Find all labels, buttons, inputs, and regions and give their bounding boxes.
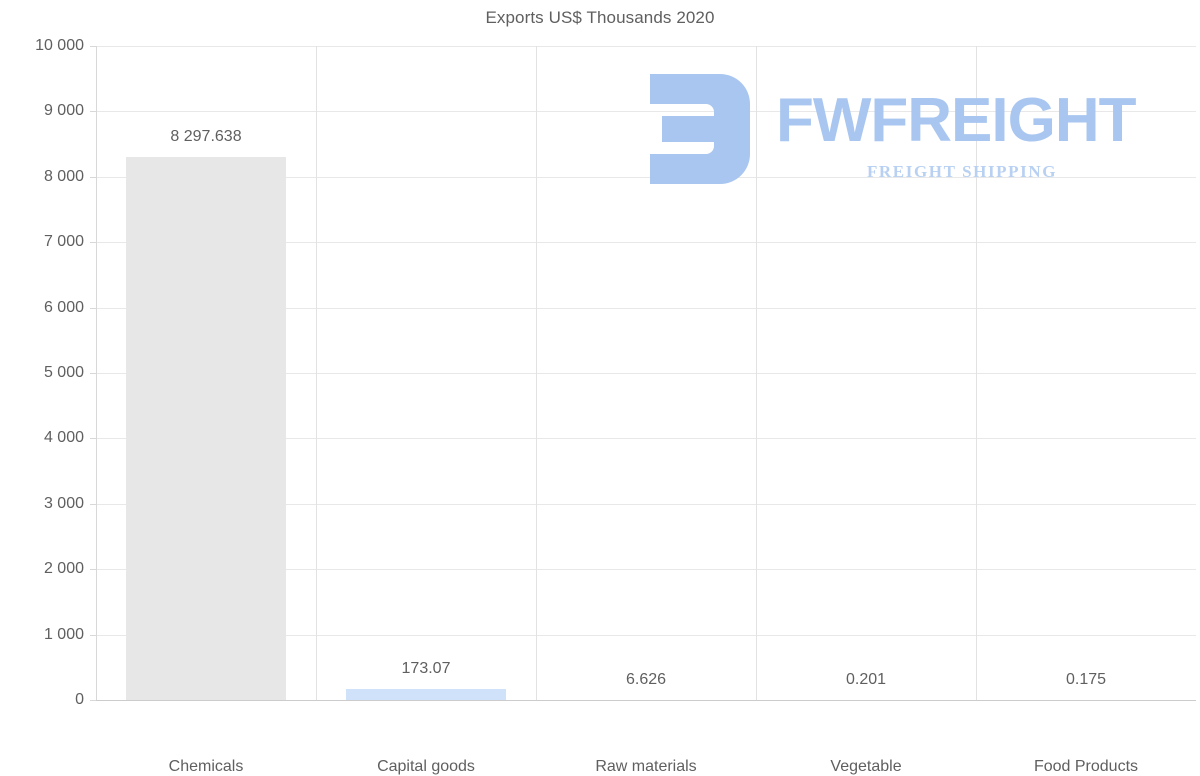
gridline-horizontal xyxy=(96,46,1196,47)
y-axis-tick-label: 4 000 xyxy=(43,429,84,447)
y-axis-tick-mark xyxy=(90,242,96,244)
plot-area: 0 1 000 2 000 3 000 4 000 5 000 6 000 7 000 8 00… xyxy=(35,37,1196,775)
y-axis-tick-label: 5 000 xyxy=(43,364,84,381)
y-axis-line xyxy=(96,46,97,701)
gridline-vertical xyxy=(316,46,317,700)
y-axis-tick-mark xyxy=(90,700,96,701)
bar-value-label: 0.175 xyxy=(1065,670,1107,688)
bar-value-label: 0.201 xyxy=(845,670,887,688)
y-axis-tick-mark xyxy=(90,111,96,113)
gridline-horizontal xyxy=(96,176,1196,178)
x-axis-line xyxy=(96,700,1196,701)
gridline-horizontal xyxy=(96,634,1196,636)
gridline-horizontal xyxy=(96,242,1196,244)
gridline-horizontal xyxy=(96,373,1196,374)
y-axis-tick-label: 9 000 xyxy=(43,102,84,120)
gridline-horizontal xyxy=(96,503,1196,505)
y-axis-tick-mark xyxy=(90,307,96,309)
gridline-vertical xyxy=(976,46,977,700)
y-axis-tick-mark xyxy=(90,503,96,505)
y-axis-tick-label: 10 000 xyxy=(35,37,84,54)
y-axis-tick-label: 0 xyxy=(75,691,84,708)
gridline-horizontal xyxy=(96,111,1196,113)
bar-value-label: 8 297.638 xyxy=(170,128,242,146)
bar-value-label: 173.07 xyxy=(401,659,451,677)
gridline-horizontal xyxy=(96,569,1196,571)
y-axis-tick-mark xyxy=(90,46,96,47)
bar-value-label: 6.626 xyxy=(625,670,667,688)
gridline-vertical xyxy=(536,46,537,700)
y-axis-tick-label: 3 000 xyxy=(43,494,84,512)
y-axis-tick-mark xyxy=(90,569,96,571)
gridline-horizontal xyxy=(96,307,1196,309)
y-axis-tick-mark xyxy=(90,634,96,636)
bar[interactable] xyxy=(125,157,287,700)
x-axis-tick-label: Capital goods xyxy=(377,758,475,775)
y-axis-tick-mark xyxy=(90,176,96,178)
y-axis-tick-label: 2 000 xyxy=(43,560,84,578)
chart-title: Exports US$ Thousands 2020 xyxy=(485,8,715,27)
gridline-vertical xyxy=(756,46,757,700)
y-axis-tick-label: 1 000 xyxy=(43,625,84,643)
gridline-horizontal xyxy=(96,438,1196,440)
bar[interactable] xyxy=(345,688,507,700)
x-axis-tick-label: Food Products xyxy=(1033,758,1139,775)
x-axis-tick-label: Chemicals xyxy=(168,758,244,775)
y-axis-tick-label: 8 000 xyxy=(43,167,84,185)
y-axis-tick-mark xyxy=(90,373,96,374)
x-axis-tick-label: Raw materials xyxy=(595,758,697,775)
y-axis-tick-label: 7 000 xyxy=(43,233,84,251)
y-axis-tick-label: 6 000 xyxy=(43,298,84,316)
y-axis-tick-mark xyxy=(90,438,96,440)
x-axis-tick-label: Vegetable xyxy=(830,758,902,775)
